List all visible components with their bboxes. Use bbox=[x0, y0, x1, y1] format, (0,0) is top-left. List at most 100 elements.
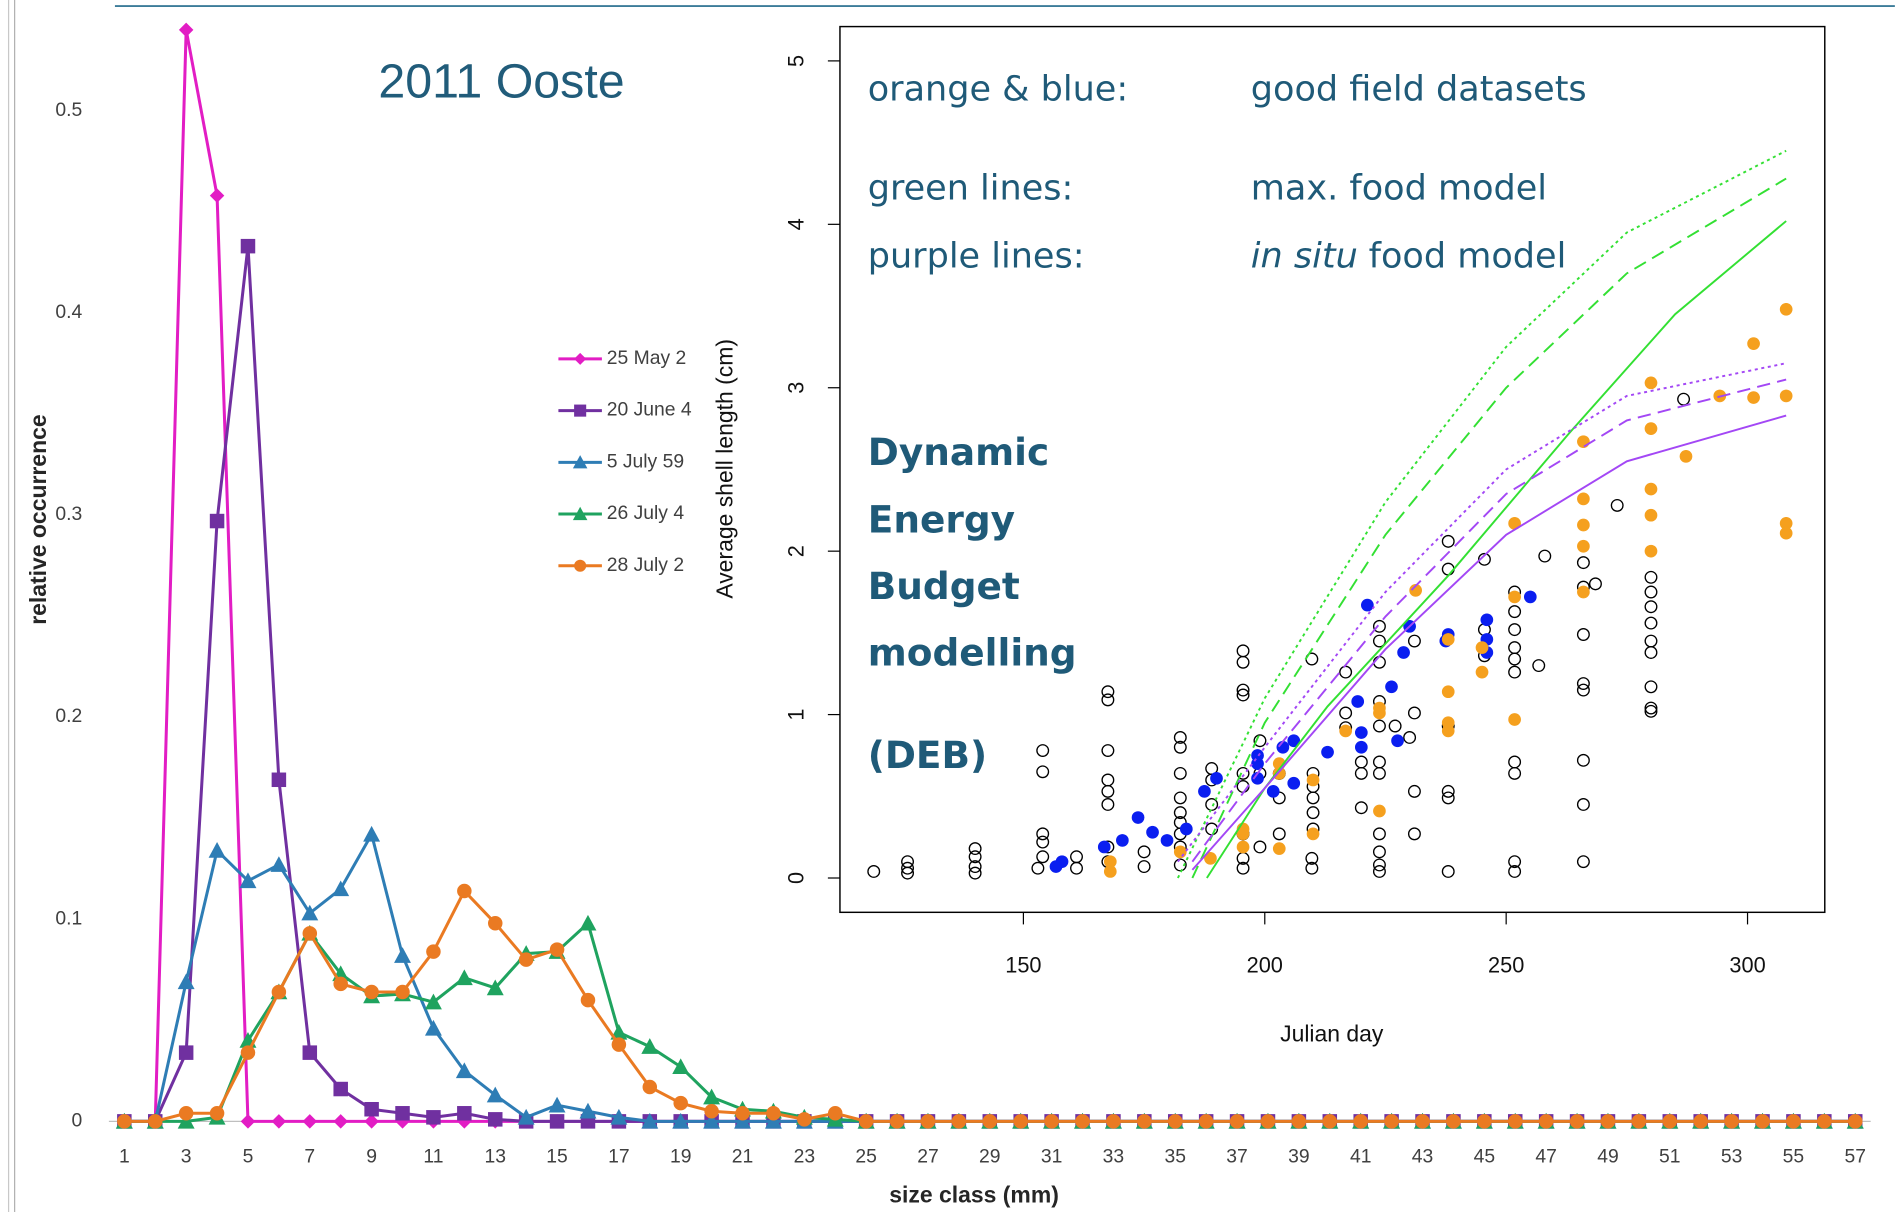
data-point bbox=[1508, 713, 1521, 726]
data-point bbox=[704, 1104, 719, 1119]
x-tick-label: 27 bbox=[917, 1147, 938, 1168]
data-point bbox=[1322, 1114, 1338, 1129]
data-point bbox=[1372, 766, 1386, 780]
data-point bbox=[1173, 845, 1187, 859]
data-point bbox=[1403, 730, 1417, 744]
data-point bbox=[1644, 680, 1658, 694]
y-tick-label: 4 bbox=[783, 218, 808, 230]
data-point bbox=[1101, 685, 1115, 699]
data-point bbox=[333, 1114, 348, 1129]
data-point bbox=[1577, 435, 1590, 449]
data-point bbox=[610, 1108, 628, 1125]
data-point bbox=[1173, 766, 1187, 780]
data-point bbox=[239, 872, 257, 889]
data-point bbox=[1508, 605, 1522, 619]
deb-label: Energy bbox=[868, 498, 1015, 542]
data-point bbox=[889, 1114, 905, 1129]
data-point bbox=[1441, 784, 1455, 798]
data-point bbox=[424, 993, 442, 1010]
y-tick-label: 2 bbox=[783, 545, 808, 557]
data-point bbox=[1013, 1114, 1028, 1129]
data-point bbox=[1354, 801, 1368, 815]
data-point bbox=[1131, 811, 1145, 824]
data-point bbox=[673, 1095, 688, 1111]
data-point bbox=[1036, 744, 1050, 758]
data-point bbox=[1167, 1114, 1183, 1129]
legend-label: 26 July 4 bbox=[607, 503, 685, 524]
y-tick-label: 0.2 bbox=[55, 706, 82, 727]
data-point bbox=[827, 1106, 843, 1121]
data-point bbox=[240, 238, 256, 254]
note-text-part: food model bbox=[1369, 235, 1567, 276]
data-point bbox=[611, 1037, 627, 1052]
note-text-part: good field datasets bbox=[1251, 69, 1587, 110]
x-tick-label: 9 bbox=[366, 1147, 377, 1168]
x-tick-label: 37 bbox=[1226, 1147, 1248, 1168]
data-point bbox=[642, 1079, 658, 1095]
data-point bbox=[1204, 852, 1217, 865]
model-line bbox=[1191, 378, 1787, 863]
data-point bbox=[148, 1114, 163, 1129]
data-point bbox=[1179, 822, 1193, 836]
data-point bbox=[1508, 855, 1522, 869]
data-point bbox=[1679, 450, 1693, 463]
y-axis-label: Average shell length (cm) bbox=[711, 339, 737, 599]
data-point bbox=[1409, 584, 1422, 597]
data-point bbox=[1075, 1114, 1090, 1129]
data-point bbox=[209, 513, 225, 529]
y-tick-label: 0 bbox=[72, 1110, 83, 1131]
data-point bbox=[1441, 685, 1455, 699]
data-point bbox=[1779, 526, 1793, 540]
data-point bbox=[395, 1106, 410, 1121]
data-point bbox=[1101, 798, 1115, 811]
data-point bbox=[1353, 1114, 1368, 1129]
x-axis-label: Julian day bbox=[1280, 1021, 1384, 1047]
data-point bbox=[1372, 865, 1386, 878]
data-point bbox=[1236, 655, 1250, 669]
note-label: purple lines: bbox=[868, 235, 1085, 276]
data-point bbox=[177, 973, 195, 990]
data-point bbox=[395, 984, 410, 1000]
x-tick-label: 35 bbox=[1164, 1147, 1186, 1168]
data-point bbox=[486, 1086, 504, 1103]
deb-label: (DEB) bbox=[868, 733, 987, 777]
data-point bbox=[641, 1038, 659, 1054]
data-point bbox=[579, 914, 597, 931]
data-point bbox=[178, 1106, 194, 1121]
data-point bbox=[1173, 730, 1187, 744]
note-label: orange & blue: bbox=[868, 69, 1128, 110]
data-point bbox=[1272, 827, 1286, 841]
x-tick-label: 33 bbox=[1103, 1147, 1125, 1168]
data-point bbox=[1354, 766, 1368, 780]
data-point bbox=[1229, 1114, 1245, 1129]
data-point bbox=[1036, 765, 1050, 779]
data-point bbox=[1354, 740, 1368, 754]
data-point bbox=[457, 1106, 472, 1121]
data-point bbox=[517, 1108, 535, 1125]
data-point bbox=[1475, 665, 1489, 679]
data-point bbox=[1415, 1114, 1430, 1129]
data-point bbox=[1576, 683, 1590, 697]
data-point bbox=[1044, 1114, 1059, 1129]
data-point bbox=[734, 1112, 751, 1129]
data-point bbox=[549, 1114, 565, 1129]
data-point bbox=[982, 1114, 998, 1129]
data-point bbox=[1576, 855, 1590, 869]
data-point bbox=[1576, 677, 1590, 690]
x-tick-label: 47 bbox=[1535, 1147, 1557, 1168]
data-point bbox=[548, 1096, 566, 1113]
legend-label: 20 June 4 bbox=[607, 400, 692, 421]
data-point bbox=[703, 1112, 721, 1129]
note-text: max. food model bbox=[1251, 168, 1547, 209]
data-point bbox=[1116, 834, 1129, 847]
x-tick-label: 250 bbox=[1488, 952, 1524, 977]
data-point bbox=[1610, 498, 1624, 512]
data-point bbox=[1475, 641, 1489, 654]
data-point bbox=[858, 1114, 874, 1129]
data-point bbox=[1210, 771, 1223, 785]
data-point bbox=[1631, 1114, 1647, 1129]
data-point bbox=[177, 1112, 195, 1129]
data-point bbox=[1031, 861, 1045, 875]
data-point bbox=[1373, 706, 1386, 720]
data-point bbox=[302, 1114, 318, 1129]
